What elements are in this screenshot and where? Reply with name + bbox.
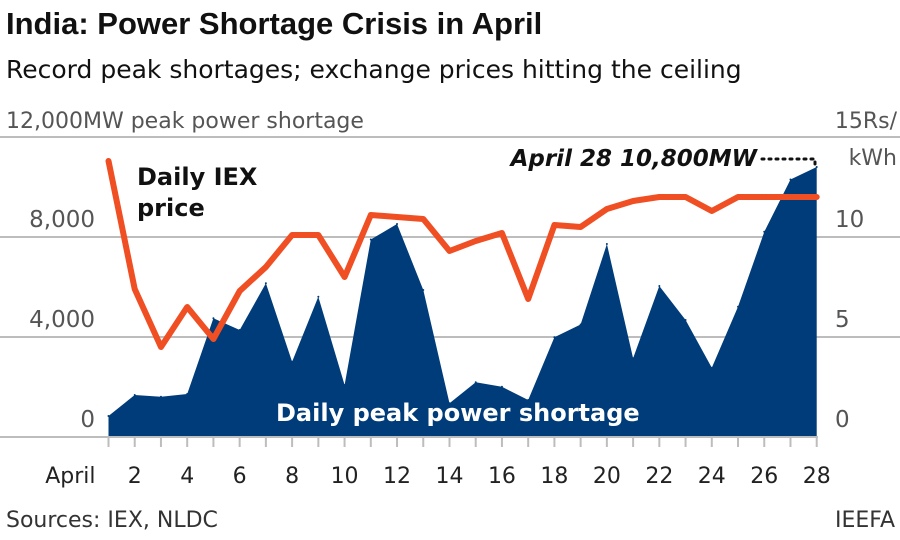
x-tick-label: 16 — [488, 464, 516, 489]
shortage-point — [658, 285, 661, 287]
shortage-point — [238, 329, 241, 331]
shortage-point — [396, 223, 399, 225]
chart-subtitle: Record peak shortages; exchange prices h… — [6, 55, 742, 84]
price-point — [578, 225, 583, 229]
shortage-point — [343, 384, 346, 386]
price-point — [499, 231, 504, 235]
shortage-point — [448, 402, 451, 405]
shortage-point — [684, 319, 687, 321]
left-axis-label: 12,000MW peak power shortage — [6, 109, 364, 134]
shortage-point — [369, 238, 372, 241]
x-tick-label: 14 — [435, 464, 463, 489]
annotation-leader — [760, 157, 817, 170]
price-point — [290, 233, 295, 237]
price-point — [132, 287, 137, 291]
shortage-point — [789, 178, 792, 181]
price-point — [657, 195, 662, 199]
credit: IEEFA — [835, 508, 895, 533]
shortage-point — [107, 415, 110, 417]
shortage-point — [474, 381, 477, 384]
price-point — [604, 207, 609, 211]
price-point — [526, 297, 531, 301]
x-tick-label: 6 — [233, 464, 247, 489]
shortage-point — [605, 243, 608, 245]
price-point — [552, 223, 557, 227]
x-tick-label: 4 — [180, 464, 194, 489]
price-point — [421, 217, 426, 221]
right-axis-label-line1: 15Rs/ — [835, 109, 898, 134]
price-point — [211, 337, 216, 341]
price-point — [762, 195, 767, 199]
x-tick-label: 20 — [593, 464, 621, 489]
price-line — [105, 158, 820, 350]
shortage-point — [527, 399, 530, 401]
shortage-point — [422, 289, 425, 291]
right-tick-label: 10 — [835, 207, 864, 233]
shortage-point — [815, 166, 818, 168]
left-tick-label: 8,000 — [29, 207, 95, 233]
price-point — [395, 215, 400, 219]
price-point — [368, 213, 373, 217]
price-point — [106, 159, 111, 163]
shortage-point — [212, 317, 215, 320]
shortage-point — [579, 323, 582, 326]
right-tick-label: 5 — [835, 307, 850, 333]
left-tick-label: 0 — [80, 407, 95, 433]
shortage-point — [264, 282, 267, 285]
x-tick-label: 22 — [645, 464, 673, 489]
x-tick-label: April — [45, 464, 95, 489]
shortage-point — [632, 357, 635, 360]
source-note: Sources: IEX, NLDC — [6, 508, 218, 533]
price-point — [185, 305, 190, 309]
left-tick-label: 4,000 — [29, 307, 95, 333]
price-point — [814, 195, 819, 199]
x-tick-label: 24 — [698, 464, 726, 489]
price-series-label-line2: price — [137, 194, 205, 222]
price-point — [237, 289, 242, 293]
right-tick-label: 0 — [835, 407, 850, 433]
x-tick-label: 12 — [383, 464, 411, 489]
shortage-point — [737, 305, 740, 308]
shortage-point — [186, 393, 189, 395]
shortage-point — [553, 336, 556, 339]
price-series-label-line1: Daily IEX — [137, 163, 258, 191]
shortage-series-label: Daily peak power shortage — [276, 399, 640, 427]
price-point — [709, 209, 714, 213]
price-point — [158, 345, 163, 349]
x-tick-label: 2 — [128, 464, 142, 489]
price-point — [263, 265, 268, 269]
right-axis-label-line2: kWh — [849, 146, 897, 171]
price-point — [342, 275, 347, 279]
shortage-point — [159, 395, 162, 398]
x-tick-label: 10 — [331, 464, 359, 489]
price-point — [631, 199, 636, 203]
price-point — [316, 233, 321, 237]
shortage-point — [133, 394, 136, 396]
price-point — [447, 249, 452, 253]
peak-annotation: April 28 10,800MW — [509, 146, 759, 172]
shortage-point — [763, 230, 766, 233]
x-tick-label: 18 — [540, 464, 568, 489]
chart-title: India: Power Shortage Crisis in April — [6, 6, 542, 41]
x-tick-label: 28 — [803, 464, 831, 489]
shortage-point — [291, 360, 294, 363]
shortage-area — [108, 167, 817, 437]
price-point — [788, 195, 793, 199]
price-point — [683, 195, 688, 199]
shortage-point — [317, 295, 320, 298]
shortage-point — [500, 385, 503, 388]
price-point — [736, 195, 741, 199]
price-point — [473, 239, 478, 243]
shortage-point — [710, 366, 713, 369]
x-tick-label: 26 — [750, 464, 778, 489]
x-tick-label: 8 — [285, 464, 299, 489]
